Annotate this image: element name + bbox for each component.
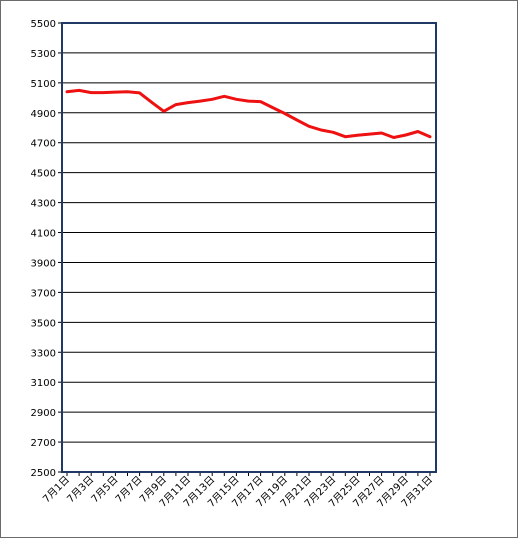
y-tick-label: 4700 (31, 139, 56, 150)
y-tick-label: 2700 (31, 438, 56, 449)
y-tick-label: 4500 (31, 169, 56, 180)
series-line-0 (65, 88, 432, 139)
plot-area-border (61, 22, 437, 473)
y-tick-label: 3300 (31, 348, 56, 359)
y-axis-ticks: 2500 2700 2900 3100 3300 3500 3700 3900 4100 4300… (31, 19, 62, 479)
y-tick-label: 4300 (31, 199, 56, 210)
y-tick-label: 5100 (31, 79, 56, 90)
y-tick-label: 5500 (31, 19, 56, 30)
y-tick-label: 3500 (31, 318, 56, 329)
gridlines (62, 22, 436, 473)
y-tick-label: 5300 (31, 49, 56, 60)
series-layer (65, 88, 432, 139)
y-tick-label: 2500 (31, 468, 56, 479)
y-tick-label: 3100 (31, 378, 56, 389)
y-tick-label: 2900 (31, 408, 56, 419)
y-tick-label: 4900 (31, 109, 56, 120)
y-tick-label: 3700 (31, 288, 56, 299)
y-tick-label: 4100 (31, 229, 56, 240)
y-tick-label: 3900 (31, 258, 56, 269)
x-axis-ticks: 7月1日7月3日7月5日7月7日7月9日7月11日7月13日7月15日7月17日… (40, 472, 435, 510)
